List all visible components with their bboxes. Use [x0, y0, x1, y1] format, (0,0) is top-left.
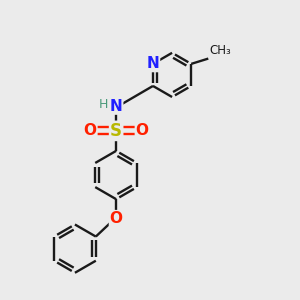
Text: S: S — [110, 122, 122, 140]
Text: O: O — [84, 123, 97, 138]
Text: O: O — [110, 211, 123, 226]
Text: N: N — [147, 56, 159, 71]
Text: N: N — [110, 99, 122, 114]
Text: CH₃: CH₃ — [210, 44, 232, 57]
Text: O: O — [136, 123, 148, 138]
Text: H: H — [99, 98, 109, 111]
